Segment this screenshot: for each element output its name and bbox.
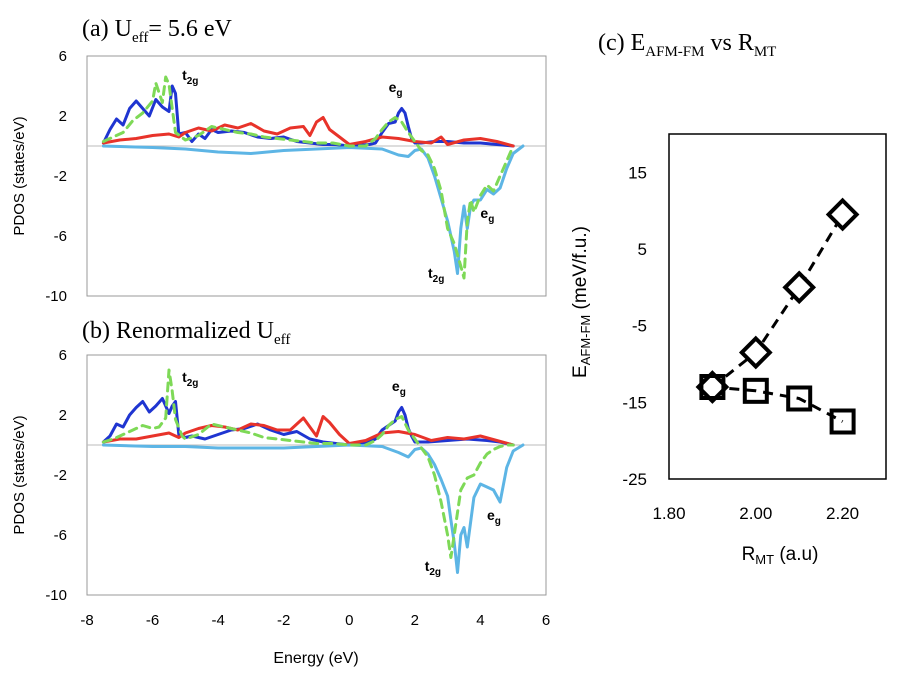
b-ytick-3: -6 [54, 527, 67, 544]
panel-a-y-ticks: 6 2 -2 -6 -10 [45, 48, 67, 305]
panel-c-y-ticks: 15 5 -5 -15 -25 [622, 163, 647, 489]
panel-c-xlabel: RMT (a.u) [742, 544, 819, 567]
c-xtick-2: 2.20 [826, 504, 859, 523]
b-annotation-3: t2g [425, 558, 441, 578]
panel-c-x-ticks: 1.80 2.00 2.20 [652, 504, 859, 523]
panel-b-xlabel: Energy (eV) [273, 650, 358, 667]
b-ytick-4: -10 [45, 587, 67, 604]
panel-c-plot-area [668, 133, 887, 480]
c-diamond-point-2 [782, 270, 817, 305]
a-ytick-3: -6 [54, 228, 67, 245]
b-annotation-0: t2g [182, 369, 198, 389]
c-series-0-trend [711, 213, 844, 389]
c-diamond-point-3 [825, 197, 860, 232]
c-xtick-1: 2.00 [739, 504, 772, 523]
panel-b-ylabel: PDOS (states/eV) [11, 415, 28, 534]
c-ytick-2: -5 [632, 317, 647, 336]
c-ytick-0: 15 [628, 163, 647, 182]
a-ytick-4: -10 [45, 288, 67, 305]
panel-c-trend-lines [711, 213, 844, 423]
b-xtick-6: 4 [476, 612, 484, 629]
panel-b-y-ticks: 6 2 -2 -6 -10 [45, 347, 67, 604]
panel-a-plot-area [86, 55, 547, 297]
c-ytick-4: -25 [622, 470, 647, 489]
a-annotation-2: eg [480, 205, 494, 225]
panel-a-series [101, 75, 525, 280]
panel-a: (a) Ueff= 5.6 eV 6 2 -2 -6 -10 t2g eg eg t2g PD… [11, 16, 547, 305]
b-xtick-5: 2 [411, 612, 419, 629]
b-xtick-3: -2 [277, 612, 290, 629]
panel-b-series [101, 368, 525, 574]
c-square-point-2 [786, 385, 813, 412]
a-series-0-line [101, 84, 515, 148]
panel-a-annotations: t2g eg eg t2g [182, 67, 494, 285]
a-annotation-3: t2g [428, 265, 444, 285]
b-annotation-2: eg [487, 507, 501, 527]
c-series-1-trend [712, 385, 844, 423]
c-square-point-0 [699, 374, 726, 400]
c-square-point-3 [829, 408, 856, 435]
b-series-3-line [101, 368, 515, 559]
a-annotation-0: t2g [182, 67, 198, 87]
panel-a-title: (a) Ueff= 5.6 eV [82, 16, 233, 46]
b-xtick-1: -6 [146, 612, 159, 629]
panel-c: (c) EAFM-FM vs RMT 15 5 -5 -15 -25 1.80 2.00 2… [570, 30, 887, 567]
panel-b-title: (b) Renormalized Ueff [82, 318, 290, 348]
b-series-2-line [101, 443, 525, 574]
a-series-1-line [101, 116, 515, 148]
a-annotation-1: eg [389, 79, 403, 99]
panel-b-x-ticks: -8 -6 -4 -2 0 2 4 6 [80, 612, 550, 629]
c-ytick-3: -15 [622, 393, 647, 412]
b-xtick-0: -8 [80, 612, 93, 629]
b-ytick-2: -2 [54, 467, 67, 484]
panel-c-ylabel: EAFM-FM (meV/f.u.) [570, 226, 593, 378]
a-series-2-line [101, 144, 525, 275]
panel-b-annotations: t2g eg eg t2g [182, 369, 501, 578]
b-xtick-4: 0 [345, 612, 353, 629]
a-series-3-line [101, 75, 515, 280]
b-series-1-line [101, 415, 515, 447]
panel-b: (b) Renormalized Ueff 6 2 -2 -6 -10 -8 -6 -4 -2… [11, 318, 550, 667]
a-ytick-0: 6 [59, 48, 67, 65]
b-ytick-1: 2 [59, 407, 67, 424]
a-ytick-2: -2 [54, 168, 67, 185]
c-xtick-0: 1.80 [652, 504, 685, 523]
b-xtick-7: 6 [542, 612, 550, 629]
a-ytick-1: 2 [59, 108, 67, 125]
c-square-point-1 [742, 377, 769, 404]
b-ytick-0: 6 [59, 347, 67, 364]
b-xtick-2: -4 [211, 612, 224, 629]
panel-c-markers [695, 197, 860, 435]
panel-b-plot-area [86, 354, 547, 596]
panel-c-title: (c) EAFM-FM vs RMT [598, 30, 776, 60]
c-ytick-1: 5 [638, 240, 647, 259]
panel-a-ylabel: PDOS (states/eV) [11, 116, 28, 235]
b-annotation-1: eg [392, 378, 406, 398]
c-diamond-point-1 [738, 335, 773, 370]
